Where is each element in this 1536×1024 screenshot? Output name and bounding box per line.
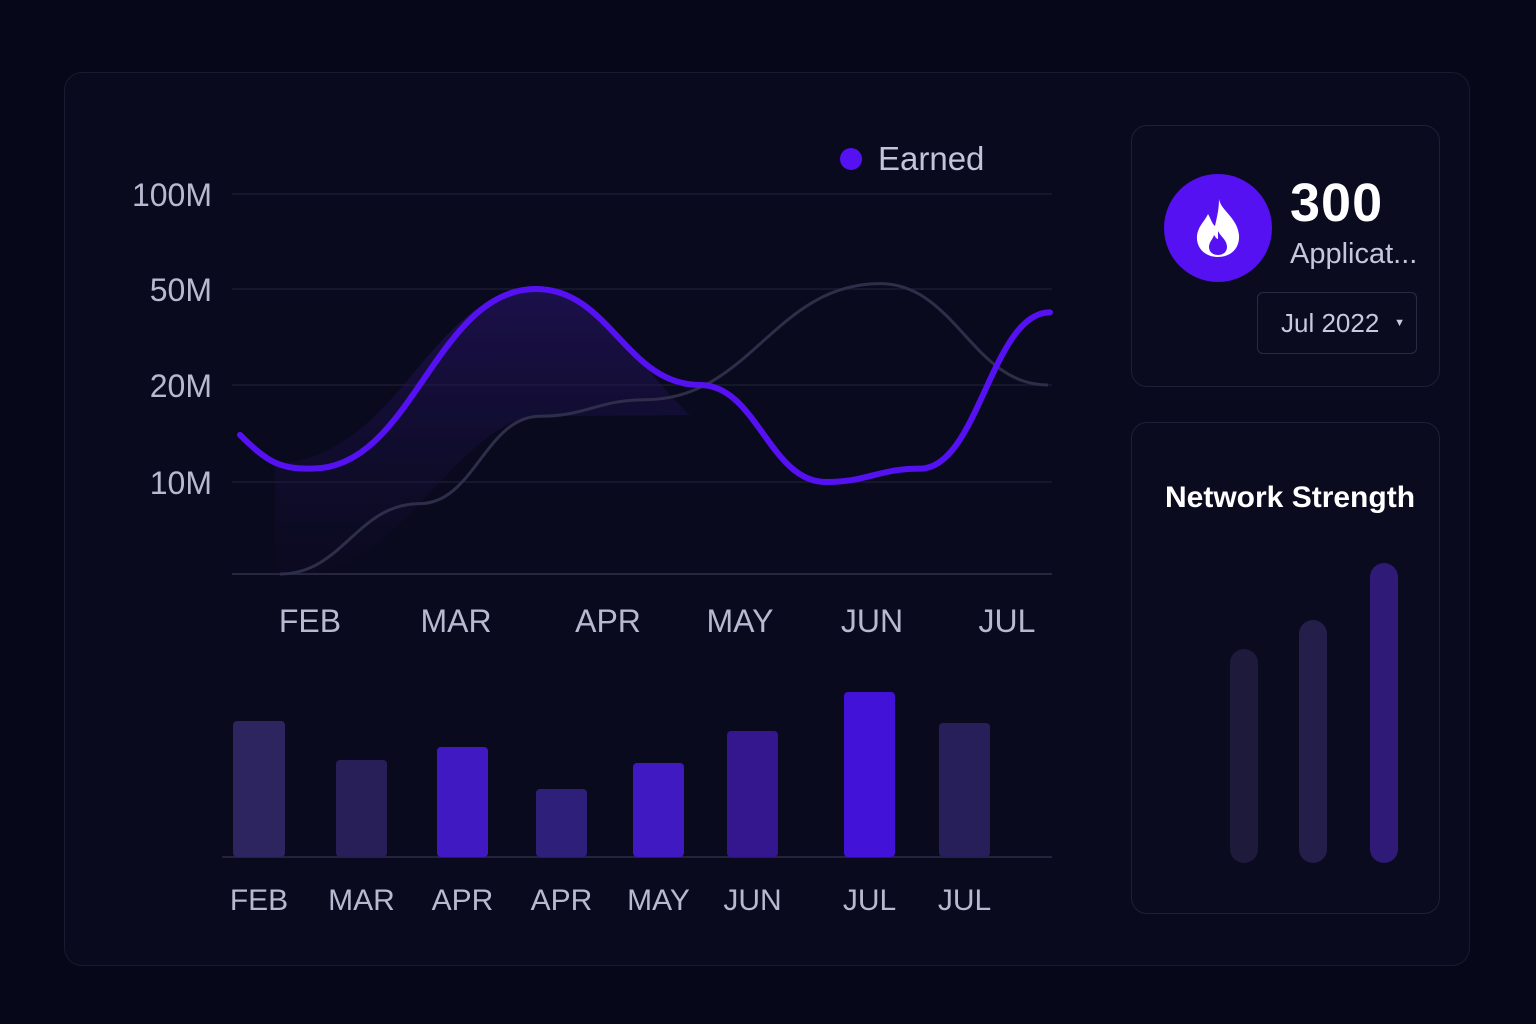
- bar: [336, 760, 387, 857]
- bar-labels: FEB MAR APR APR MAY JUN JUL JUL: [230, 884, 991, 917]
- bar: [536, 789, 587, 857]
- monthly-bar-chart: FEB MAR APR APR MAY JUN JUL JUL: [222, 692, 1052, 917]
- y-tick-label: 100M: [132, 177, 212, 213]
- month-select[interactable]: Jul 2022 ▼: [1257, 292, 1417, 354]
- legend-dot-icon: [840, 148, 862, 170]
- y-axis-ticks: 100M 50M 20M 10M: [132, 177, 212, 501]
- fire-icon: [1196, 199, 1240, 257]
- x-tick-label: MAY: [707, 603, 774, 639]
- y-tick-label: 10M: [150, 465, 212, 501]
- legend-label: Earned: [878, 140, 984, 177]
- earned-area-fill: [275, 289, 690, 574]
- bar-label: JUN: [723, 884, 781, 917]
- bar: [233, 721, 285, 857]
- x-tick-label: APR: [575, 603, 641, 639]
- bar-label: MAY: [627, 884, 690, 917]
- x-axis-ticks: FEB MAR APR MAY JUN JUL: [279, 603, 1036, 639]
- x-tick-label: JUN: [841, 603, 903, 639]
- chevron-down-icon: ▼: [1394, 317, 1405, 329]
- network-strength-card: Network Strength: [1131, 422, 1440, 914]
- bar: [633, 763, 684, 857]
- network-strength-bars: [1230, 563, 1398, 863]
- bar: [437, 747, 488, 857]
- x-tick-label: FEB: [279, 603, 341, 639]
- earned-line-chart: 100M 50M 20M 10M FEB MAR APR MAY JUN JUL Earned: [132, 140, 1053, 639]
- network-bar: [1230, 649, 1258, 863]
- network-bar: [1370, 563, 1398, 863]
- bar-label: FEB: [230, 884, 288, 917]
- bar-label: APR: [531, 884, 593, 917]
- bar-label: APR: [432, 884, 494, 917]
- network-strength-title: Network Strength: [1165, 481, 1416, 514]
- chart-grid: [232, 193, 1052, 575]
- y-tick-label: 20M: [150, 368, 212, 404]
- previous-series-line: [279, 282, 1049, 576]
- bar-label: MAR: [328, 884, 395, 917]
- network-bar: [1299, 620, 1327, 863]
- bar: [844, 692, 895, 857]
- x-tick-label: MAR: [420, 603, 491, 639]
- bars: [233, 692, 990, 857]
- applications-card: 300 Applicat... Jul 2022 ▼: [1131, 125, 1440, 387]
- bar-label: JUL: [843, 884, 896, 917]
- earned-series-line: [237, 285, 1053, 486]
- month-select-value: Jul 2022: [1281, 307, 1380, 338]
- bar: [939, 723, 990, 857]
- applications-label: Applicat...: [1290, 238, 1418, 270]
- x-tick-label: JUL: [979, 603, 1036, 639]
- y-tick-label: 50M: [150, 272, 212, 308]
- fire-badge: [1164, 174, 1272, 282]
- bar: [727, 731, 778, 857]
- legend[interactable]: Earned: [840, 140, 984, 177]
- applications-count: 300: [1290, 173, 1384, 233]
- bar-label: JUL: [938, 884, 991, 917]
